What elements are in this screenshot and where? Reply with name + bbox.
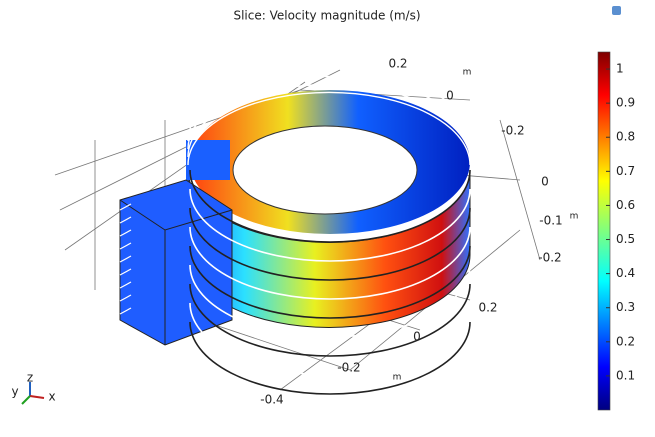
channel-wall	[189, 226, 471, 300]
triad-label: x	[48, 390, 55, 404]
channel-wall	[187, 83, 471, 158]
colorbar-tick-label: 0.3	[616, 300, 635, 314]
triad: z y x	[11, 371, 56, 405]
baffle	[119, 229, 132, 237]
baffle	[119, 294, 132, 302]
colorbar-tick-label: 0.9	[616, 96, 635, 110]
axis-label: 0.2	[478, 301, 497, 315]
axis-label: -0.2	[538, 251, 561, 265]
channel-wall	[187, 91, 471, 166]
channel-wall	[189, 207, 471, 281]
axis-label: m	[463, 68, 472, 78]
axis-label: m	[570, 212, 579, 222]
baffle	[119, 255, 132, 263]
axis-label: 0.2	[388, 57, 407, 71]
channel-wall	[189, 283, 471, 357]
colorbar-tick-label: 0.1	[616, 368, 635, 382]
channel-wall	[189, 321, 471, 395]
channel-wall	[189, 169, 471, 243]
colorbar-tick-label: 0.4	[616, 266, 635, 280]
channel-wall	[189, 245, 471, 319]
colorbar-tick-label: 0.7	[616, 164, 635, 178]
colorbar-tick-label: 1	[616, 62, 624, 76]
axis-label: -0.2	[337, 361, 360, 375]
axis-label: -0.1	[539, 214, 562, 228]
channel-wall	[189, 188, 471, 262]
baffle	[119, 242, 132, 250]
baffle	[119, 281, 132, 289]
baffle	[119, 268, 132, 276]
baffle	[119, 216, 132, 224]
colorbar-tick-label: 0.2	[616, 334, 635, 348]
camera-icon[interactable]	[612, 6, 621, 15]
channel-wall	[187, 75, 471, 150]
axis-label: m	[393, 373, 402, 383]
triad-label: y	[11, 385, 18, 399]
mixer-geometry	[119, 67, 471, 395]
axis-label: 0	[541, 175, 549, 189]
baffle	[119, 203, 132, 211]
colorbar	[597, 51, 611, 411]
axis-label: -0.4	[260, 393, 283, 407]
channel-wall	[189, 302, 471, 376]
channel-wall	[187, 67, 471, 142]
channel-wall	[189, 264, 471, 338]
colorbar-tick-label: 0.5	[616, 232, 635, 246]
colorbar-tick-label: 0.8	[616, 130, 635, 144]
colorbar-tick-label: 0.6	[616, 198, 635, 212]
baffle	[119, 307, 132, 315]
axis-label: -0.2	[501, 124, 524, 138]
title: Slice: Velocity magnitude (m/s)	[233, 9, 420, 23]
triad-label: z	[27, 371, 33, 385]
axis-label: 0	[413, 330, 421, 344]
axis-label: 0	[446, 89, 454, 103]
